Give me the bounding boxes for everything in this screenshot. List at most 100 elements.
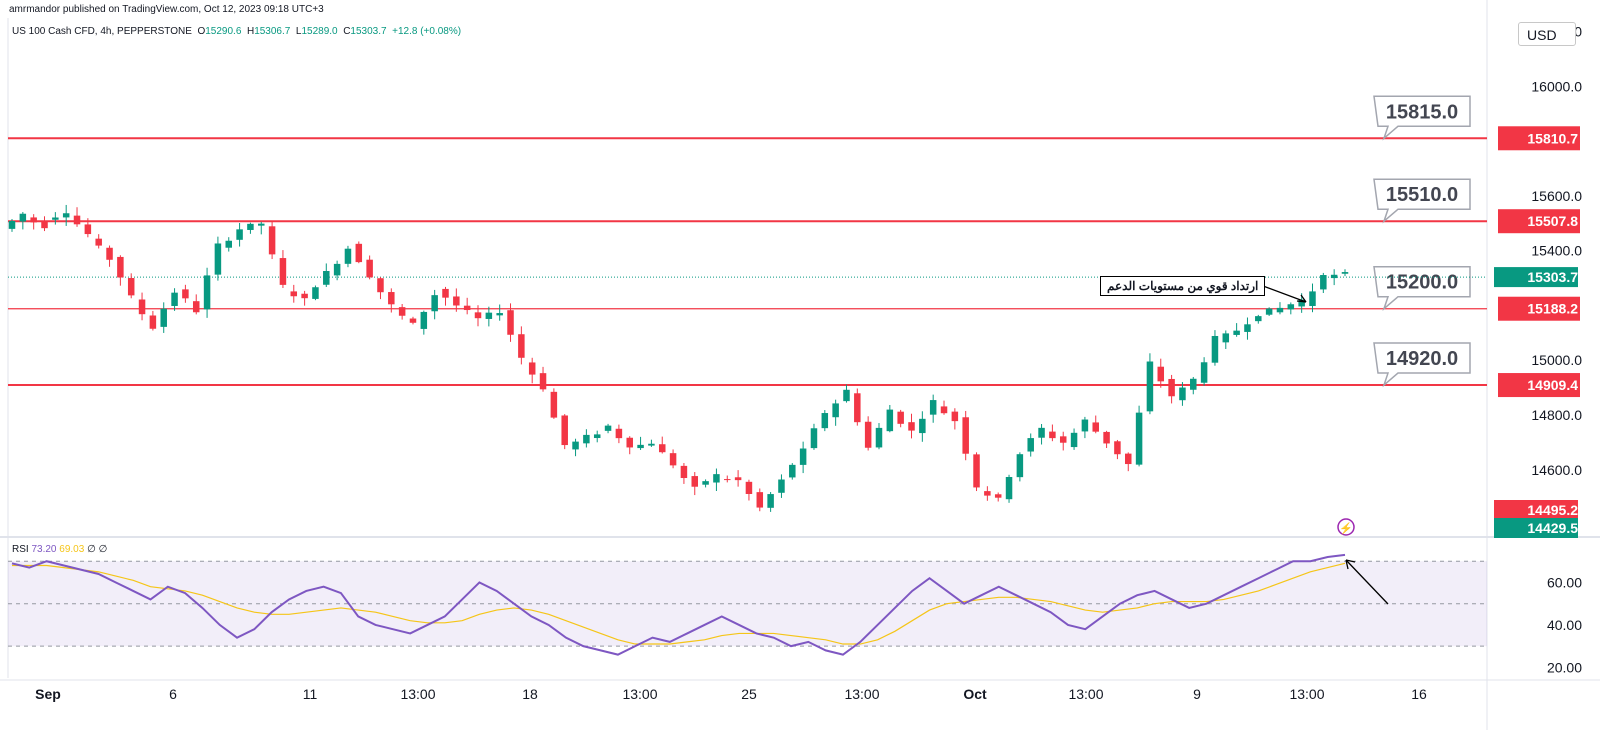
time-tick-label: 25 <box>741 686 757 702</box>
candle-body <box>691 476 699 487</box>
candle-body <box>778 479 785 493</box>
candle-body <box>366 259 373 278</box>
candle-body <box>377 278 384 293</box>
price-tick-label: 14600.0 <box>1531 462 1582 478</box>
candle-body <box>962 417 969 454</box>
candle-body <box>1027 438 1034 452</box>
candle-body <box>680 465 688 479</box>
candle-body <box>919 418 926 434</box>
price-tag-box <box>1494 500 1578 520</box>
rsi-tick-label: 40.00 <box>1547 617 1582 633</box>
candle-body <box>485 312 493 319</box>
symbol-name[interactable]: US 100 Cash CFD, 4h, PEPPERSTONE <box>12 26 192 37</box>
candle-body <box>583 434 590 444</box>
candle-body <box>507 310 514 335</box>
candle-body <box>615 428 623 439</box>
level-callout-box <box>1373 342 1471 388</box>
time-tick-label: Sep <box>35 686 61 702</box>
price-tag-label: 15303.7 <box>1527 269 1578 285</box>
candle-body <box>1146 361 1154 412</box>
level-callout-label: 14920.0 <box>1386 348 1458 370</box>
candle-body <box>658 444 666 453</box>
candle-body <box>1081 419 1089 432</box>
candle-body <box>843 389 850 402</box>
candle-body <box>1168 378 1175 397</box>
candle-body <box>1233 330 1240 335</box>
candle-body <box>940 406 948 414</box>
rsi-arrow-head <box>1345 559 1356 570</box>
candle-body <box>160 308 167 327</box>
candle-body <box>1320 275 1327 290</box>
price-tag-label: 14429.5 <box>1527 520 1578 536</box>
alert-icon-glyph: ⚡ <box>1339 522 1353 535</box>
candle-body <box>637 444 644 449</box>
rsi-name: RSI <box>12 544 29 555</box>
rsi-ma-value: 69.03 <box>59 544 85 555</box>
level-callout-label: 15815.0 <box>1386 101 1458 123</box>
candle-body <box>539 373 547 390</box>
candle-body <box>528 362 536 375</box>
level-callout-box <box>1373 178 1471 224</box>
annotation-note: ارتداد قوي من مستويات الدعم <box>1100 276 1266 296</box>
candle-body <box>95 238 102 246</box>
candle-body <box>431 295 438 312</box>
candle-body <box>561 415 568 446</box>
time-tick-label: Oct <box>963 686 987 702</box>
candle-body <box>702 481 709 485</box>
candle-body <box>626 437 633 448</box>
candle-body <box>821 413 829 429</box>
alert-icon <box>1337 518 1355 536</box>
time-tick-label: 13:00 <box>622 686 657 702</box>
candle-body <box>106 247 113 260</box>
rsi-legend[interactable]: RSI 73.20 69.03 ∅ ∅ <box>12 544 107 555</box>
candle-body <box>192 301 200 313</box>
candle-body <box>724 479 731 481</box>
price-tag-label: 14909.4 <box>1527 377 1578 393</box>
candle-body <box>1200 362 1208 383</box>
close-value: 15303.7 <box>350 26 387 37</box>
currency-selector[interactable]: USD <box>1518 22 1576 46</box>
candle-body <box>127 278 135 296</box>
time-tick-label: 13:00 <box>400 686 435 702</box>
candle-body <box>604 425 612 431</box>
candle-body <box>973 454 980 488</box>
candle-body <box>203 275 211 310</box>
candle-body <box>463 305 471 311</box>
candle-body <box>572 441 579 450</box>
candle-body <box>84 224 92 235</box>
candle-body <box>648 443 655 446</box>
candle-body <box>420 311 428 329</box>
candle-body <box>669 453 677 466</box>
price-tick-label: 15000.0 <box>1531 352 1582 368</box>
rsi-ma-line <box>12 562 1346 645</box>
candle-body <box>875 427 883 448</box>
candle-body <box>355 243 363 263</box>
open-value: 15290.6 <box>205 26 242 37</box>
candle-body <box>138 299 146 315</box>
candle-body <box>1255 316 1262 322</box>
price-tag-label: 15810.7 <box>1527 130 1578 146</box>
candle-body <box>908 422 915 431</box>
candle-body <box>951 411 959 422</box>
candle-body <box>117 256 124 278</box>
candle-body <box>1222 333 1230 343</box>
candle-body <box>73 215 81 225</box>
candle-body <box>1070 432 1078 448</box>
time-tick-label: 6 <box>169 686 177 702</box>
candle-body <box>496 313 503 316</box>
time-tick-label: 13:00 <box>1068 686 1103 702</box>
candle-body <box>518 334 525 358</box>
rsi-tick-label: 20.00 <box>1547 659 1582 675</box>
candle-body <box>333 263 341 276</box>
candle-body <box>854 393 861 423</box>
candle-body <box>886 409 894 432</box>
candle-body <box>247 223 254 230</box>
rsi-arrow <box>1345 559 1389 605</box>
candle-body <box>19 213 27 222</box>
time-tick-label: 13:00 <box>844 686 879 702</box>
candle-body <box>409 318 417 323</box>
time-tick-label: 13:00 <box>1289 686 1324 702</box>
candle-body <box>301 293 308 299</box>
candle-body <box>1341 272 1349 274</box>
candle-body <box>214 243 222 275</box>
